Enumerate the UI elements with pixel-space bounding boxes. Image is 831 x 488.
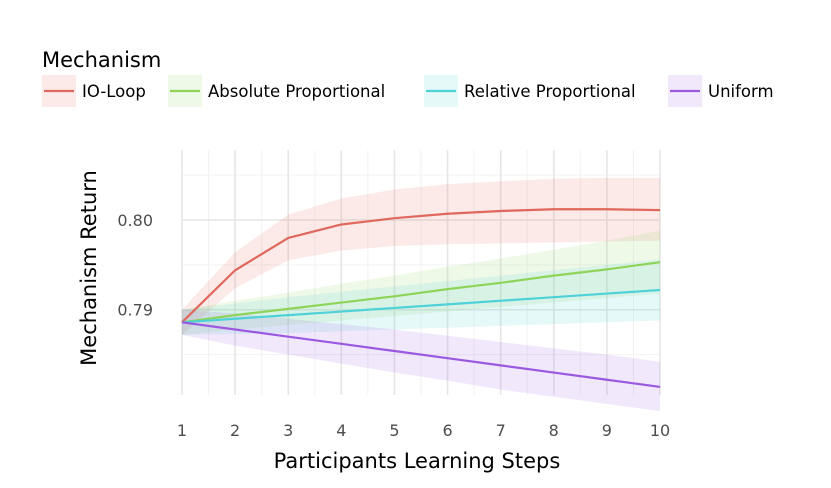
legend-item-io-loop: IO-Loop xyxy=(42,75,146,107)
minor-gridlines xyxy=(182,150,660,395)
x-tick-label: 4 xyxy=(336,421,346,440)
legend-item-uniform: Uniform xyxy=(668,75,774,107)
band-uniform xyxy=(182,309,660,412)
x-tick-label: 6 xyxy=(442,421,452,440)
legend-item-relative-proportional: Relative Proportional xyxy=(424,75,636,107)
legend-item-absolute-proportional: Absolute Proportional xyxy=(168,75,385,107)
band-absolute-proportional xyxy=(182,230,660,335)
y-tick-label: 0.80 xyxy=(117,211,153,230)
x-tick-labels: 1 2 3 4 5 6 7 8 9 10 xyxy=(177,421,670,440)
plot-area xyxy=(181,150,661,412)
legend-label-relative-proportional: Relative Proportional xyxy=(464,82,636,101)
line-absolute-proportional xyxy=(181,261,661,324)
x-tick-label: 5 xyxy=(389,421,399,440)
legend-items: IO-Loop Absolute Proportional Relative Pro… xyxy=(42,75,774,107)
x-tick-label: 7 xyxy=(496,421,506,440)
legend-title: Mechanism xyxy=(42,48,161,72)
x-tick-label: 2 xyxy=(230,421,240,440)
legend: Mechanism IO-Loop Absolute Proportional Re… xyxy=(42,48,774,107)
x-tick-label: 3 xyxy=(283,421,293,440)
x-axis-title: Participants Learning Steps xyxy=(274,449,561,473)
x-tick-label: 1 xyxy=(177,421,187,440)
y-axis-title: Mechanism Return xyxy=(77,170,101,366)
x-tick-label: 8 xyxy=(549,421,559,440)
x-tick-label: 9 xyxy=(602,421,612,440)
series-lines xyxy=(181,208,661,389)
major-gridlines xyxy=(181,150,661,395)
x-tick-label: 10 xyxy=(650,421,670,440)
line-uniform xyxy=(181,321,661,389)
legend-label-absolute-proportional: Absolute Proportional xyxy=(208,82,385,101)
y-tick-label: 0.79 xyxy=(117,301,153,320)
legend-label-io-loop: IO-Loop xyxy=(82,82,146,101)
legend-label-uniform: Uniform xyxy=(708,82,774,101)
line-io-loop xyxy=(181,208,661,324)
band-io-loop xyxy=(182,177,660,335)
y-tick-labels: 0.79 0.80 xyxy=(117,211,153,320)
line-relative-proportional xyxy=(181,288,661,324)
